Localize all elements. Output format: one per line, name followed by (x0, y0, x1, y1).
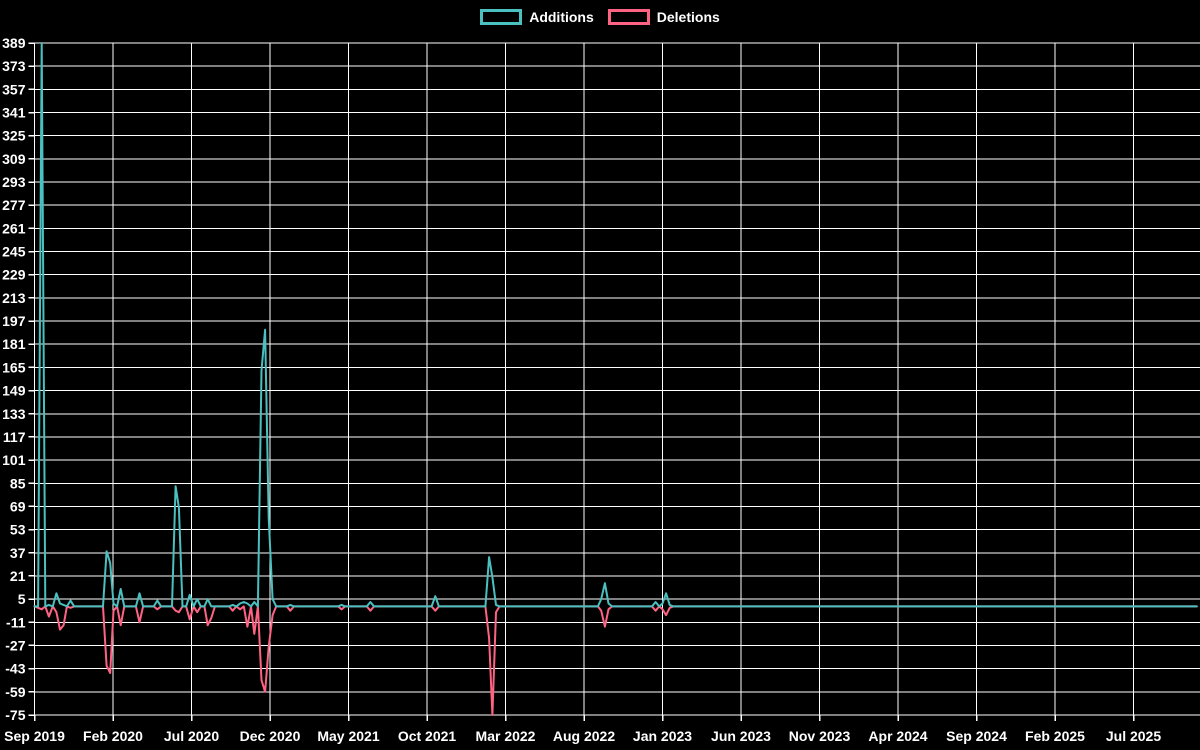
y-tick-label: 21 (10, 568, 26, 584)
y-tick-label: 389 (2, 35, 26, 51)
y-tick-label: 197 (2, 313, 26, 329)
y-tick-label: 373 (2, 58, 26, 74)
x-tick-label: Feb 2025 (1025, 728, 1085, 744)
legend-item-additions[interactable]: Additions (480, 9, 594, 25)
y-tick-label: 181 (2, 336, 26, 352)
x-tick-label: Sep 2019 (4, 728, 65, 744)
x-tick-label: Jan 2023 (633, 728, 692, 744)
y-tick-label: 165 (2, 359, 26, 375)
x-tick-label: Apr 2024 (868, 728, 927, 744)
y-tick-label: 149 (2, 383, 26, 399)
y-tick-label: 5 (18, 591, 26, 607)
y-tick-label: 357 (2, 81, 26, 97)
y-tick-label: 53 (10, 522, 26, 538)
y-tick-label: 293 (2, 174, 26, 190)
legend-swatch-deletions (607, 9, 650, 25)
y-tick-label: 277 (2, 197, 26, 213)
y-tick-label: -75 (5, 707, 25, 723)
y-tick-label: -11 (6, 614, 26, 630)
y-tick-label: 37 (10, 545, 26, 561)
y-tick-label: 85 (10, 475, 26, 491)
x-tick-label: Sep 2024 (946, 728, 1007, 744)
legend-label-additions: Additions (529, 9, 594, 25)
y-tick-label: -27 (5, 637, 25, 653)
legend-swatch-additions (480, 9, 523, 25)
x-tick-label: Jul 2025 (1106, 728, 1161, 744)
x-tick-label: Dec 2020 (240, 728, 301, 744)
x-tick-label: Aug 2022 (553, 728, 615, 744)
y-tick-label: -43 (5, 661, 25, 677)
y-tick-label: -59 (5, 684, 25, 700)
series-line-additions (33, 42, 1198, 608)
x-tick-label: Oct 2021 (398, 728, 457, 744)
y-tick-label: 117 (3, 429, 26, 445)
y-tick-label: 309 (2, 151, 26, 167)
chart-legend: Additions Deletions (0, 6, 1200, 28)
y-tick-label: 101 (2, 452, 26, 468)
x-tick-label: Jul 2020 (164, 728, 219, 744)
x-tick-label: May 2021 (317, 728, 379, 744)
y-tick-label: 325 (2, 128, 26, 144)
y-tick-label: 229 (2, 267, 26, 283)
y-tick-label: 245 (2, 244, 26, 260)
y-tick-label: 213 (2, 290, 26, 306)
y-tick-label: 261 (2, 220, 26, 236)
x-tick-label: Jun 2023 (711, 728, 771, 744)
y-tick-label: 69 (10, 498, 26, 514)
x-tick-label: Nov 2023 (789, 728, 851, 744)
y-tick-label: 341 (2, 105, 26, 121)
legend-label-deletions: Deletions (656, 9, 720, 25)
x-tick-label: Feb 2020 (83, 728, 143, 744)
y-tick-label: 133 (2, 406, 26, 422)
x-tick-label: Mar 2022 (476, 728, 536, 744)
legend-item-deletions[interactable]: Deletions (607, 9, 720, 25)
